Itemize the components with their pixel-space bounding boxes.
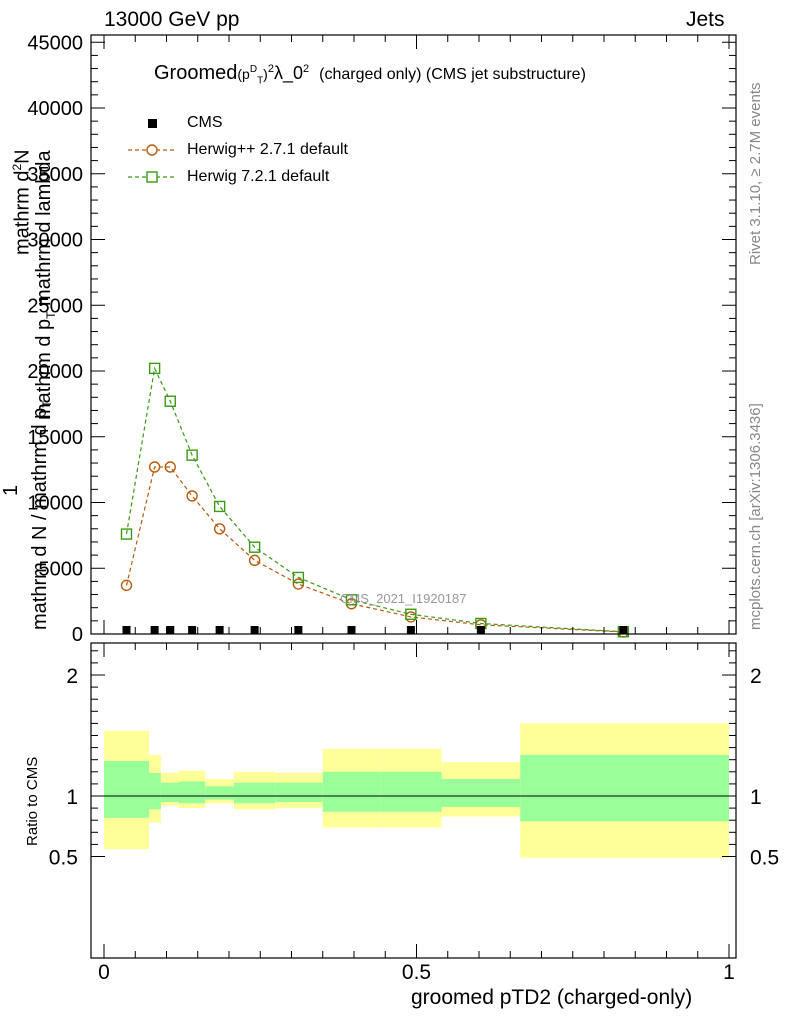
herwig7-point <box>186 449 198 461</box>
ratio-y-tick-label-left: 2 <box>66 665 78 688</box>
ratio-y-tick-label-left: 0.5 <box>49 847 78 870</box>
legend-cms-label: CMS <box>187 114 223 131</box>
axes: 0 5000 10000 15000 20000 25000 30000 35000 40000… <box>27 32 779 984</box>
main-y-tick-label: 20000 <box>27 361 83 383</box>
main-y-tick-label: 35000 <box>27 164 83 186</box>
analysis-watermark: CMS_2021_I1920187 <box>340 591 467 606</box>
herwigpp-point <box>186 490 198 502</box>
herwig7-point <box>248 541 261 553</box>
cms-point <box>250 626 259 634</box>
ratio-band-inner <box>275 782 323 803</box>
side-label-mcplots: mcplots.cern.ch [arXiv:1306.3436] <box>747 403 764 630</box>
ratio-band-inner <box>234 782 276 804</box>
header-right: Jets <box>686 8 725 31</box>
ratio-band-inner <box>520 754 729 822</box>
cms-point <box>476 626 485 634</box>
x-axis-label: groomed pTD2 (charged-only) <box>411 986 693 1009</box>
cms-point <box>150 626 159 634</box>
chart-title: Groomed(pDT)2λ_02 (charged only) (CMS je… <box>154 62 586 87</box>
herwig7-point <box>120 528 133 540</box>
ratio-band-inner <box>104 760 149 818</box>
main-y-tick-label: 10000 <box>27 493 83 515</box>
cms-point <box>294 626 303 634</box>
herwig7-point <box>345 594 358 606</box>
main-y-tick-label: 30000 <box>27 230 83 252</box>
ratio-band-inner <box>380 771 442 812</box>
main-y-axis-label-mid: mathrm d pT mathrm d lambda <box>33 150 58 420</box>
herwigpp-point <box>292 578 305 590</box>
herwig7-point <box>148 362 161 375</box>
ratio-bands <box>91 723 736 858</box>
main-y-tick-label: 45000 <box>27 32 83 54</box>
main-series <box>120 119 630 638</box>
cms-point <box>347 626 356 634</box>
cms-point <box>188 626 197 634</box>
x-tick-label: 1 <box>723 961 735 984</box>
main-y-axis-label-top: mathrm d2N <box>10 149 34 255</box>
ratio-y-tick-label-right: 0.5 <box>750 847 779 870</box>
ratio-y-tick-label-left: 1 <box>66 786 78 809</box>
x-tick-label: 0 <box>98 961 110 984</box>
herwigpp-point <box>213 523 226 535</box>
x-tick-label: 0.5 <box>402 961 431 984</box>
herwig7-line <box>125 366 624 633</box>
ratio-band-inner <box>149 773 161 810</box>
ratio-band-inner <box>441 779 521 807</box>
ratio-band-inner <box>179 781 206 804</box>
main-y-tick-label: 40000 <box>27 98 83 120</box>
herwigpp-point <box>248 554 261 567</box>
header-left: 13000 GeV pp <box>104 8 240 31</box>
cms-point <box>619 626 628 634</box>
main-y-tick-label: 0 <box>72 624 83 646</box>
herwigpp-point <box>164 461 176 473</box>
ratio-band-inner <box>322 771 381 812</box>
main-y-tick-label: 15000 <box>27 427 83 449</box>
herwigpp-point <box>120 579 133 592</box>
main-frame <box>90 34 737 635</box>
ratio-frame <box>90 642 737 959</box>
legend-herwigpp-marker <box>146 144 158 156</box>
main-y-tick-label: 25000 <box>27 295 83 317</box>
herwig7-point <box>213 500 226 513</box>
legend-herwigpp-label: Herwig++ 2.7.1 default <box>187 141 348 158</box>
cms-point <box>406 626 415 634</box>
side-label-rivet: Rivet 3.1.10, ≥ 2.7M events <box>747 82 764 266</box>
main-y-axis-label-1: mathrm d N / mathrm d pT <box>29 400 54 630</box>
main-y-tick-label: 5000 <box>39 558 84 580</box>
ratio-y-axis-label: Ratio to CMS <box>24 756 41 846</box>
ratio-y-tick-label-right: 2 <box>750 665 762 688</box>
legend-cms-marker <box>148 119 157 128</box>
cms-point <box>215 626 224 634</box>
herwig7-point <box>405 608 417 620</box>
legend-herwig7-marker <box>146 171 158 183</box>
ratio-y-tick-label-right: 1 <box>750 786 762 809</box>
legend-herwig7-label: Herwig 7.2.1 default <box>187 168 330 185</box>
cms-point <box>166 626 175 634</box>
cms-point <box>122 626 131 634</box>
ratio-band-inner <box>160 782 179 803</box>
herwig7-point <box>164 395 176 407</box>
herwigpp-point <box>148 461 161 473</box>
ratio-band-inner <box>205 786 234 800</box>
main-y-axis-label-one: 1 <box>0 484 22 496</box>
herwig7-point <box>292 571 305 584</box>
